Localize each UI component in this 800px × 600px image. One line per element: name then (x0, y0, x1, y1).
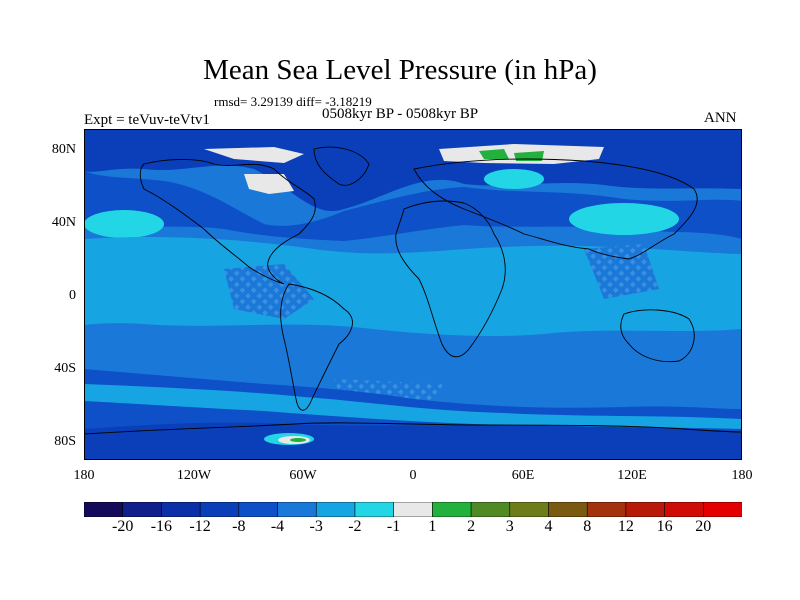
greenland-coast (313, 146, 370, 186)
africa-europe-coast (395, 200, 506, 358)
colorbar-swatch (354, 502, 395, 517)
colorbar-swatch (432, 502, 472, 517)
colorbar-swatch (122, 502, 162, 517)
hatched-region-pacific (584, 244, 659, 299)
colorbar-swatch (625, 502, 666, 517)
lat-tick-40s: 40S (54, 361, 76, 376)
lat-tick-0: 0 (69, 288, 76, 303)
colorbar-swatch (238, 502, 279, 517)
colorbar-swatch (84, 502, 124, 517)
antarctic-green-patch (290, 438, 306, 442)
pressure-map (84, 129, 742, 460)
experiment-label: Expt = teVuv-teVtv1 (84, 112, 210, 128)
hatched-region-atlantic (224, 264, 314, 319)
south-america-coast (280, 283, 353, 411)
coastlines (84, 146, 742, 435)
colorbar-label: 3 (505, 518, 514, 535)
colorbar-label: -16 (150, 518, 173, 535)
colorbar-label: -8 (232, 518, 246, 535)
eurasia-patch (484, 169, 544, 189)
map-frame (84, 129, 742, 460)
greenland-high-patch (204, 147, 304, 163)
lon-tick-0: 0 (409, 468, 417, 483)
colorbar-swatch (315, 502, 356, 517)
season-label: ANN (704, 110, 737, 126)
colorbar-label: 12 (617, 518, 634, 535)
period-text: 0508kyr BP - 0508kyr BP (322, 106, 479, 122)
colorbar-label: -3 (309, 518, 323, 535)
lat-tick-80s: 80S (54, 434, 76, 449)
colorbar (84, 502, 742, 517)
colorbar-label: -4 (270, 518, 285, 535)
siberia-green-patch (479, 149, 509, 159)
colorbar-label: 8 (583, 518, 592, 535)
lat-tick-80n: 80N (51, 142, 76, 157)
colorbar-label: 20 (695, 518, 712, 535)
colorbar-label: -2 (348, 518, 362, 535)
colorbar-swatch (586, 502, 627, 517)
stats-text: rmsd= 3.29139 diff= -3.18219 (214, 94, 372, 109)
colorbar-label: 1 (428, 518, 437, 535)
colorbar-label: 2 (467, 518, 476, 535)
eurasia-coast (413, 158, 698, 260)
colorbar-swatch (702, 502, 742, 517)
antarctica-coast (84, 422, 742, 435)
colorbar-swatch (161, 502, 201, 517)
lon-tick-120w: 120W (176, 468, 212, 483)
colorbar-swatch (199, 502, 240, 517)
colorbar-swatch (548, 502, 588, 517)
lon-tick-180w: 180 (73, 468, 95, 483)
siberia-green-patch-2 (514, 151, 544, 161)
colorbar-swatch (470, 502, 511, 517)
colorbar-swatch (509, 502, 549, 517)
north-atlantic-high-patch (84, 210, 164, 238)
lon-tick-60w: 60W (289, 468, 317, 483)
colorbar-label: 4 (544, 518, 553, 535)
antarctica-region (84, 422, 742, 460)
colorbar-label: -20 (112, 518, 134, 535)
hudson-high-patch (244, 174, 294, 194)
colorbar-swatch (664, 502, 704, 517)
southern-ocean-light (84, 384, 742, 429)
map-title: Mean Sea Level Pressure (in hPa) (203, 54, 597, 86)
lon-tick-180e: 180 (731, 468, 753, 483)
colorbar-swatch (393, 502, 433, 517)
lon-tick-60e: 60E (511, 468, 535, 483)
colorbar-label: -12 (189, 518, 211, 535)
colorbar-label: 16 (656, 518, 673, 535)
lat-tick-40n: 40N (51, 215, 76, 230)
colorbar-swatch (277, 502, 317, 517)
colorbar-label: -1 (386, 518, 401, 535)
lon-tick-120e: 120E (617, 468, 647, 483)
australia-coast (620, 309, 695, 363)
east-asia-patch (569, 203, 679, 235)
north-america-coast (139, 159, 316, 285)
